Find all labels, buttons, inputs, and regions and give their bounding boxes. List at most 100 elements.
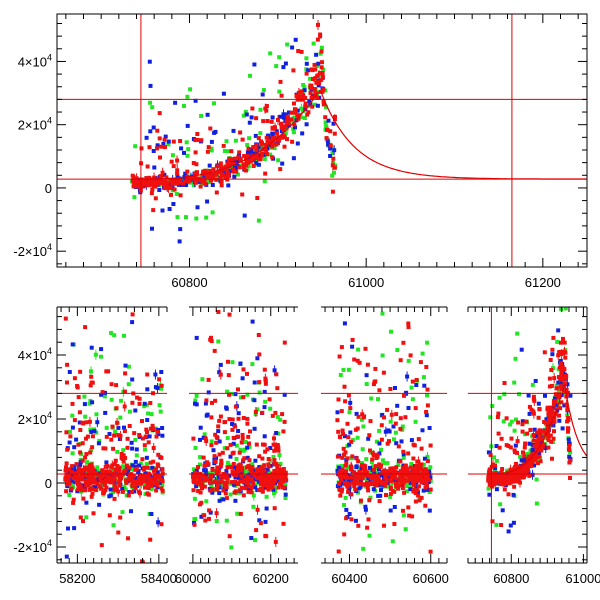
red-point [361, 415, 366, 420]
green-point [513, 356, 518, 361]
blue-point [523, 457, 528, 462]
blue-point [316, 83, 321, 88]
red-point [219, 179, 224, 184]
green-point [530, 382, 535, 387]
red-point [346, 490, 351, 495]
red-point [566, 415, 571, 420]
blue-point [250, 319, 255, 324]
blue-point [543, 393, 547, 398]
red-point [138, 474, 143, 479]
blue-point [377, 441, 382, 446]
red-point [220, 173, 225, 178]
green-point [285, 42, 290, 47]
blue-point [247, 120, 252, 125]
red-point [521, 475, 526, 480]
green-point [283, 482, 288, 487]
red-point [112, 433, 117, 438]
blue-point [130, 463, 135, 468]
blue-point [401, 298, 405, 302]
green-point [494, 458, 499, 463]
red-point [413, 466, 418, 471]
red-point [566, 447, 571, 452]
green-point [391, 437, 396, 442]
red-point [218, 474, 223, 479]
green-point [339, 464, 344, 469]
blue-point [193, 401, 197, 406]
red-point [181, 181, 186, 186]
red-point [400, 486, 405, 491]
blue-point [225, 298, 229, 302]
red-point [401, 449, 406, 454]
red-point [151, 468, 156, 473]
red-point [97, 484, 102, 489]
green-point [160, 482, 165, 487]
green-point [142, 404, 147, 409]
green-point [245, 143, 250, 147]
red-point [414, 464, 419, 468]
red-point [275, 386, 280, 391]
blue-point [66, 526, 70, 531]
red-point [534, 439, 539, 444]
blue-point [95, 477, 100, 482]
red-point [186, 176, 191, 181]
green-point [192, 183, 196, 188]
red-point [499, 470, 504, 475]
red-point [104, 485, 109, 490]
green-point [568, 450, 573, 455]
red-point [564, 376, 568, 381]
red-point [266, 457, 271, 461]
green-point [204, 215, 209, 220]
red-point [225, 465, 230, 470]
red-point [162, 180, 167, 185]
green-point [361, 546, 366, 551]
green-point [501, 419, 506, 424]
red-point [254, 152, 259, 157]
red-point [264, 108, 269, 113]
green-point [236, 172, 240, 177]
red-point [321, 102, 326, 107]
red-point [117, 483, 122, 488]
red-point [552, 429, 556, 434]
red-point [563, 381, 567, 386]
blue-point [248, 473, 253, 478]
blue-point [348, 430, 353, 435]
red-point [349, 475, 354, 480]
green-point [263, 399, 268, 404]
red-point [193, 150, 198, 155]
red-point [224, 472, 229, 477]
green-point [126, 364, 131, 369]
red-point [83, 473, 87, 478]
red-point [400, 465, 405, 470]
blue-point [107, 494, 112, 499]
red-point [425, 387, 430, 392]
red-point [292, 107, 297, 112]
blue-point [511, 492, 516, 497]
red-point [258, 473, 263, 478]
green-point [302, 116, 307, 120]
red-point [350, 300, 354, 304]
red-point [233, 424, 238, 429]
green-point [555, 339, 560, 344]
red-point [356, 414, 361, 419]
red-point [500, 467, 505, 471]
red-point [557, 413, 561, 418]
red-point [241, 367, 246, 372]
red-point [306, 110, 311, 115]
red-point [245, 421, 250, 426]
red-point [191, 488, 196, 493]
green-point [192, 496, 197, 501]
red-point [131, 474, 136, 479]
red-point [298, 94, 303, 99]
red-point [191, 161, 196, 165]
green-point [159, 386, 164, 391]
green-point [202, 432, 207, 437]
green-point [200, 377, 205, 382]
red-point [401, 340, 406, 345]
red-point [262, 442, 267, 447]
series-red [63, 312, 165, 563]
red-point [255, 469, 260, 474]
blue-point [427, 426, 432, 430]
blue-point [307, 99, 312, 104]
blue-point [240, 376, 245, 381]
green-point [360, 461, 364, 465]
